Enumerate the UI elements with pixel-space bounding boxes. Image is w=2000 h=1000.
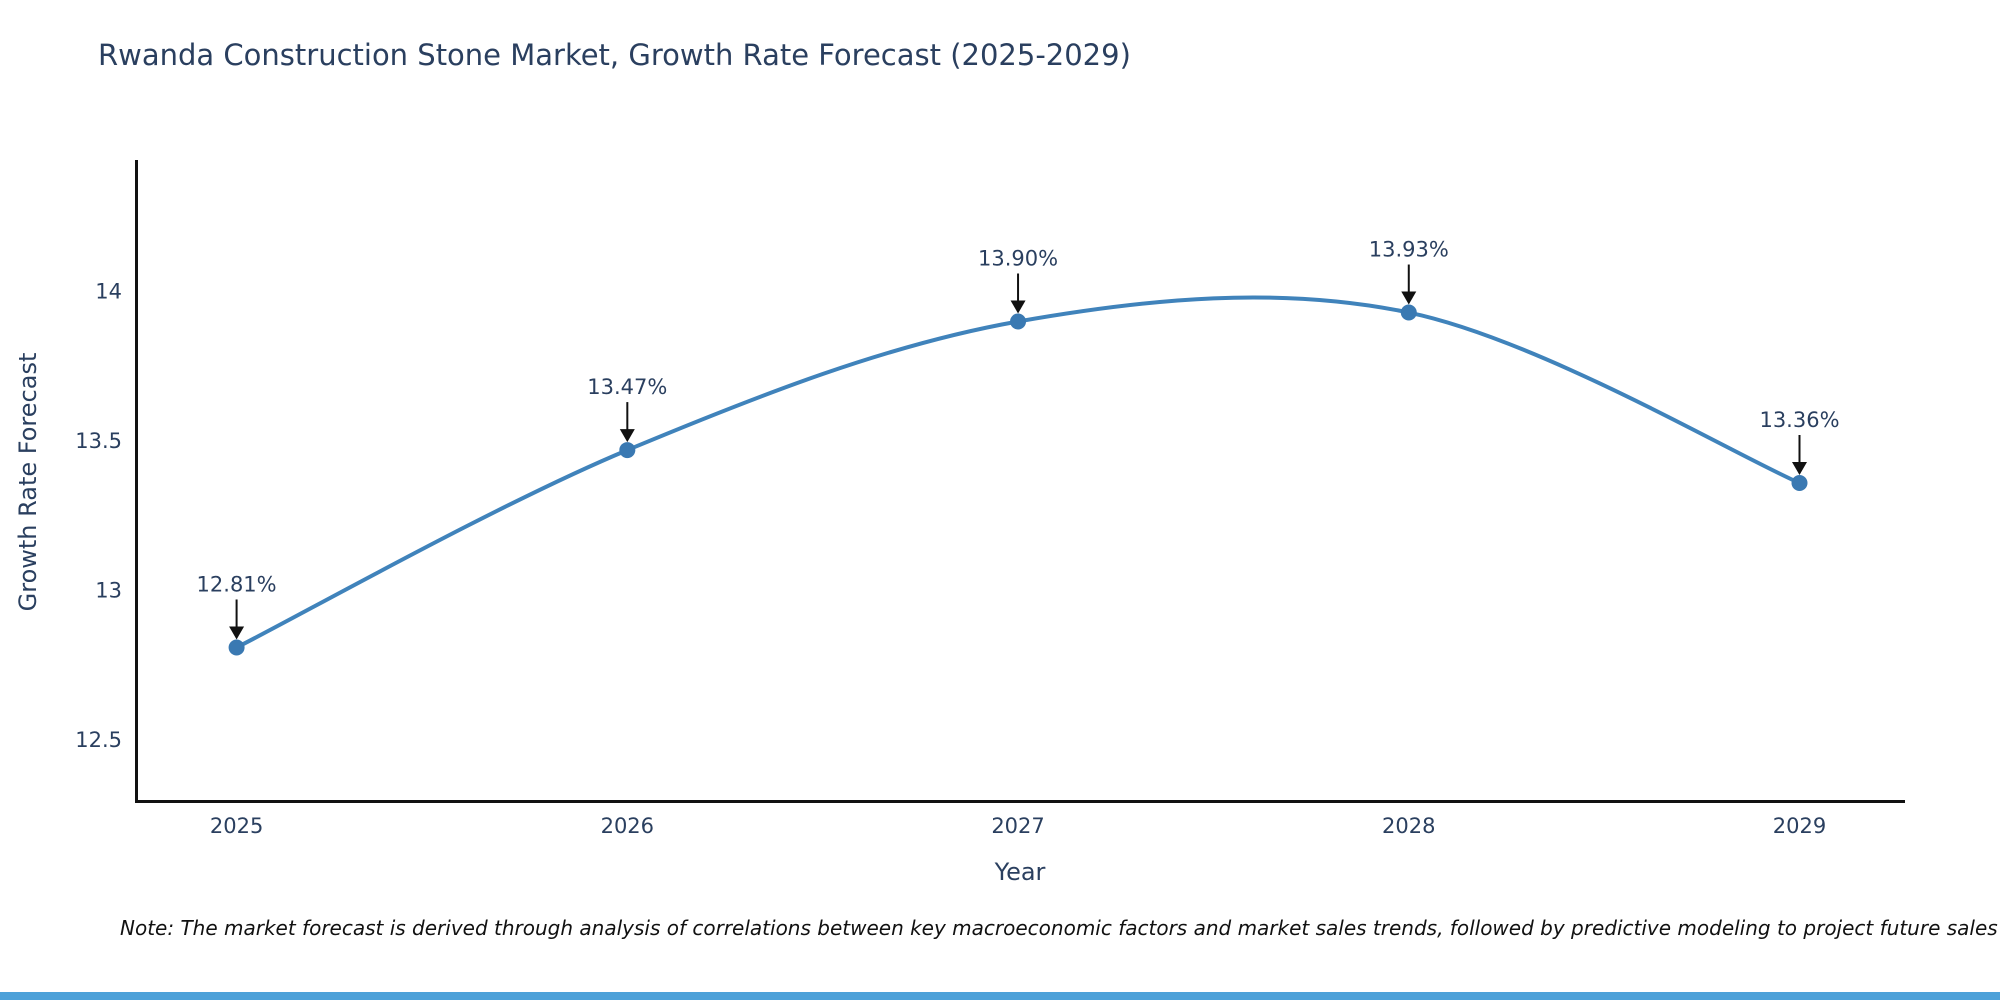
x-tick-label: 2025 bbox=[210, 814, 263, 838]
data-point-marker bbox=[1010, 313, 1027, 330]
chart-title: Rwanda Construction Stone Market, Growth… bbox=[98, 38, 1131, 72]
x-tick-label: 2026 bbox=[601, 814, 654, 838]
footer-accent-bar bbox=[0, 992, 2000, 1000]
data-point-label: 13.36% bbox=[1759, 408, 1839, 432]
annotation-arrowhead bbox=[619, 429, 635, 443]
x-tick-label: 2028 bbox=[1382, 814, 1435, 838]
data-point-label: 13.93% bbox=[1369, 238, 1449, 262]
annotation-arrowhead bbox=[1401, 291, 1417, 305]
y-tick-label: 14 bbox=[95, 280, 122, 304]
data-point-marker bbox=[1400, 304, 1417, 321]
y-tick-label: 13 bbox=[95, 579, 122, 603]
annotation-arrowhead bbox=[1010, 300, 1026, 314]
data-point-label: 13.47% bbox=[587, 375, 667, 399]
forecast-line bbox=[234, 295, 1802, 650]
annotation-arrowhead bbox=[1792, 461, 1808, 475]
footnote: Note: The market forecast is derived thr… bbox=[120, 916, 1998, 940]
x-axis-title: Year bbox=[994, 858, 1046, 886]
y-axis-title: Growth Rate Forecast bbox=[14, 352, 42, 612]
data-point-marker bbox=[228, 639, 245, 656]
y-tick-label: 12.5 bbox=[75, 728, 122, 752]
y-tick-label: 13.5 bbox=[75, 429, 122, 453]
x-tick-label: 2027 bbox=[991, 814, 1044, 838]
data-point-marker bbox=[1791, 474, 1808, 491]
x-tick-label: 2029 bbox=[1773, 814, 1826, 838]
data-point-label: 13.90% bbox=[978, 246, 1058, 270]
annotation-arrowhead bbox=[229, 626, 245, 640]
data-point-label: 12.81% bbox=[197, 572, 277, 596]
data-point-marker bbox=[619, 442, 636, 459]
